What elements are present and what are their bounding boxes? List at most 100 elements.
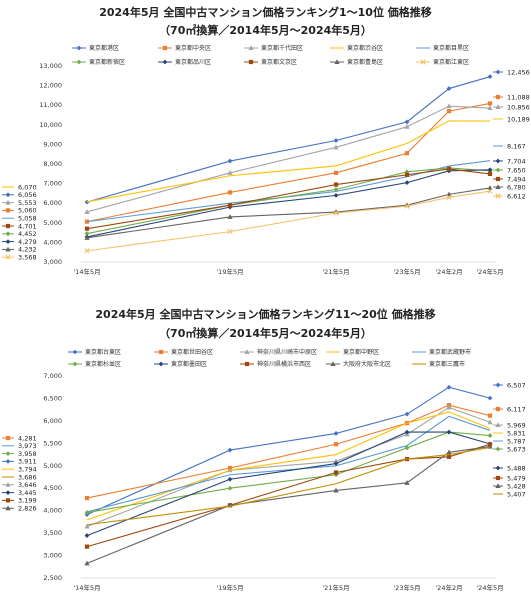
series-3 bbox=[84, 103, 493, 214]
start-label-marker bbox=[5, 490, 11, 495]
start-label-value: 3,911 bbox=[18, 458, 37, 466]
start-label-value: 2,826 bbox=[18, 505, 37, 513]
x-tick-label: '19年5月 bbox=[216, 267, 243, 276]
start-label-marker bbox=[5, 231, 11, 237]
data-point bbox=[446, 429, 452, 435]
data-point bbox=[487, 395, 493, 401]
legend-label: 東京都武蔵野市 bbox=[429, 348, 471, 356]
start-label: 2,826 bbox=[2, 505, 37, 513]
end-label-value: 10,189 bbox=[507, 115, 530, 123]
x-tick-label: '24年5月 bbox=[476, 267, 503, 276]
data-point bbox=[227, 485, 233, 491]
series-line bbox=[86, 187, 491, 239]
series-line bbox=[86, 102, 491, 223]
series-6 bbox=[84, 429, 493, 515]
data-point bbox=[446, 404, 452, 410]
series-2 bbox=[84, 403, 493, 501]
start-label: 3,686 bbox=[2, 473, 37, 481]
end-label-value: 6,780 bbox=[507, 183, 526, 191]
start-label: 3,199 bbox=[2, 497, 37, 505]
legend-label: 東京都豊島区 bbox=[347, 58, 383, 66]
legend-label: 東京都新宿区 bbox=[89, 58, 125, 66]
end-label-value: 7,650 bbox=[507, 166, 526, 174]
data-point bbox=[333, 431, 339, 436]
x-tick-label: '14年5月 bbox=[73, 583, 100, 592]
legend-item: 東京都港区 bbox=[72, 44, 119, 52]
legend-swatch-marker bbox=[162, 45, 168, 51]
start-label: 3,794 bbox=[2, 466, 37, 474]
y-tick-label: 7,000 bbox=[43, 180, 62, 188]
data-point bbox=[333, 192, 339, 198]
series-10 bbox=[86, 446, 491, 526]
data-point bbox=[84, 248, 90, 254]
end-label-value: 10,856 bbox=[507, 103, 530, 111]
legend-item: 大阪府大阪市北区 bbox=[326, 360, 391, 368]
data-point bbox=[487, 101, 493, 106]
start-label: 4,279 bbox=[2, 238, 37, 246]
legend-swatch-marker bbox=[248, 59, 254, 65]
legend-item: 東京都渋谷区 bbox=[330, 44, 383, 52]
legend-item: 東京都豊島区 bbox=[330, 58, 383, 66]
data-point bbox=[446, 384, 452, 390]
data-point bbox=[84, 231, 90, 236]
legend-swatch-marker bbox=[334, 59, 340, 64]
series-line bbox=[86, 431, 491, 537]
start-label-marker bbox=[5, 239, 11, 244]
start-label-marker bbox=[5, 254, 11, 260]
start-label: 3,445 bbox=[2, 489, 37, 497]
start-label: 4,452 bbox=[2, 230, 37, 238]
data-point bbox=[84, 209, 90, 214]
end-label: 7,704 bbox=[493, 157, 526, 165]
series-line bbox=[86, 446, 491, 526]
legend-label: 東京都中央区 bbox=[175, 44, 211, 52]
series-8 bbox=[84, 442, 493, 549]
y-tick-label: 4,000 bbox=[43, 507, 62, 515]
legend-swatch-marker bbox=[248, 45, 254, 50]
end-label-value: 5,673 bbox=[507, 445, 526, 453]
start-label-marker bbox=[5, 482, 11, 487]
y-tick-label: 9,000 bbox=[43, 140, 62, 148]
data-point bbox=[446, 86, 452, 91]
chart-subtitle: （70㎡換算／2014年5月～2024年5月） bbox=[159, 326, 372, 340]
series-8 bbox=[84, 166, 493, 231]
end-label: 5,969 bbox=[493, 421, 526, 429]
data-point bbox=[227, 170, 233, 175]
end-label-value: 6,117 bbox=[507, 405, 526, 413]
end-label: 5,831 bbox=[493, 429, 526, 437]
start-label-marker bbox=[5, 223, 11, 229]
start-label-value: 4,232 bbox=[18, 246, 37, 254]
data-point bbox=[227, 476, 233, 482]
end-label-marker bbox=[495, 406, 501, 412]
end-label: 6,612 bbox=[493, 192, 526, 200]
end-label: 6,780 bbox=[493, 183, 526, 191]
start-label-value: 5,060 bbox=[18, 207, 37, 215]
end-label: 5,428 bbox=[493, 482, 526, 490]
data-point bbox=[333, 470, 339, 475]
series-line bbox=[86, 386, 491, 516]
start-label: 4,232 bbox=[2, 246, 37, 254]
series-line bbox=[86, 404, 491, 499]
x-tick-label: '21年5月 bbox=[322, 267, 349, 276]
chart-top: 2024年5月 全国中古マンション価格ランキング1～10位 価格推移 （70㎡換算… bbox=[2, 5, 530, 276]
data-point bbox=[84, 560, 90, 566]
end-label: 5,787 bbox=[493, 437, 526, 445]
data-point bbox=[84, 226, 90, 231]
end-label-marker bbox=[495, 94, 501, 100]
series-line bbox=[86, 411, 491, 521]
chart-subtitle: （70㎡換算／2014年5月～2024年5月） bbox=[159, 23, 372, 37]
start-label-marker bbox=[5, 459, 11, 464]
y-tick-label: 5,000 bbox=[43, 219, 62, 227]
data-point bbox=[404, 151, 410, 156]
end-label: 5,479 bbox=[493, 474, 526, 482]
end-label-value: 11,088 bbox=[507, 93, 530, 101]
series-line bbox=[86, 431, 491, 514]
start-label-value: 4,701 bbox=[18, 222, 37, 230]
series-line bbox=[86, 446, 491, 564]
end-label: 12,456 bbox=[493, 68, 530, 76]
start-label-value: 3,958 bbox=[18, 450, 37, 458]
chart-title: 2024年5月 全国中古マンション価格ランキング1～10位 価格推移 bbox=[99, 5, 432, 19]
end-label-value: 5,479 bbox=[507, 474, 526, 482]
x-tick-label: '19年5月 bbox=[216, 583, 243, 592]
legend-label: 東京都品川区 bbox=[175, 58, 211, 66]
legend-swatch-marker bbox=[72, 349, 78, 355]
